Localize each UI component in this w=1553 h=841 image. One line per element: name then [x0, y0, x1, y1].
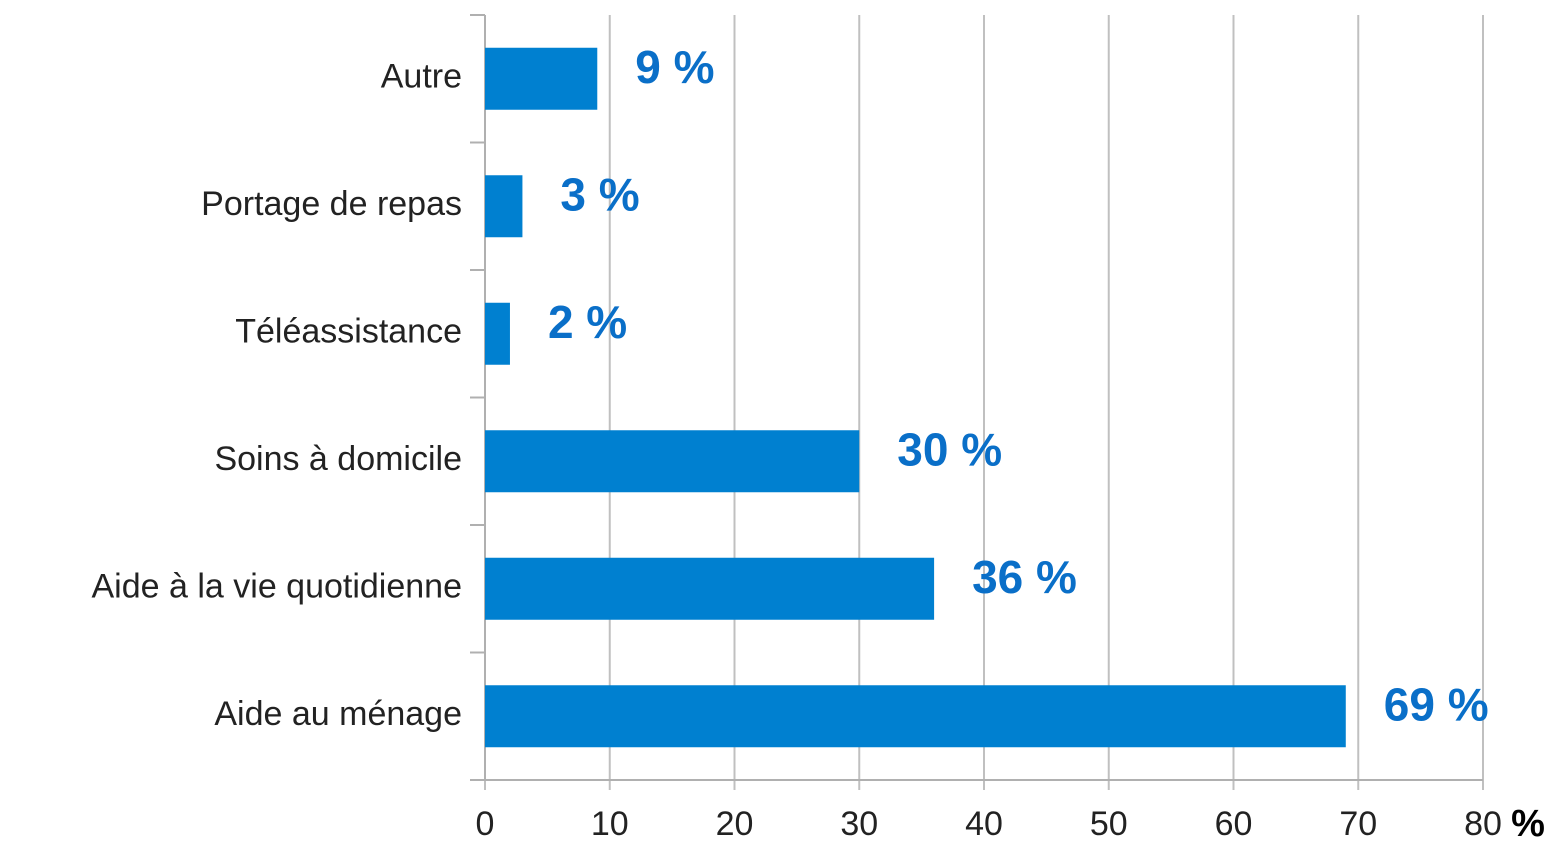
value-label: 30 %: [897, 423, 1002, 475]
value-label: 36 %: [972, 551, 1077, 603]
y-tick-label: Téléassistance: [235, 313, 462, 351]
y-tick-label: Aide au ménage: [214, 695, 462, 733]
bar: [485, 47, 598, 110]
x-tick-label: 40: [965, 805, 1003, 841]
y-tick-label: Portage de repas: [201, 185, 462, 223]
y-tick-label: Aide à la vie quotidienne: [92, 568, 463, 606]
value-label: 3 %: [560, 168, 639, 220]
x-tick-label: 60: [1215, 805, 1253, 841]
x-tick-label: 0: [476, 805, 495, 841]
y-tick-label: Autre: [381, 58, 462, 96]
value-label: 9 %: [635, 41, 714, 93]
bar: [485, 557, 935, 620]
x-tick-label: 20: [716, 805, 754, 841]
x-tick-label: 10: [591, 805, 629, 841]
x-tick-label: 30: [840, 805, 878, 841]
bar: [485, 302, 510, 365]
y-tick-label: Soins à domicile: [214, 440, 462, 478]
value-label: 69 %: [1384, 678, 1489, 730]
bar: [485, 175, 523, 238]
x-tick-label: 80: [1464, 805, 1502, 841]
bar: [485, 430, 860, 493]
bar: [485, 685, 1346, 748]
value-label: 2 %: [548, 296, 627, 348]
x-axis-label: %: [1511, 803, 1545, 841]
x-tick-label: 70: [1339, 805, 1377, 841]
x-tick-label: 50: [1090, 805, 1128, 841]
